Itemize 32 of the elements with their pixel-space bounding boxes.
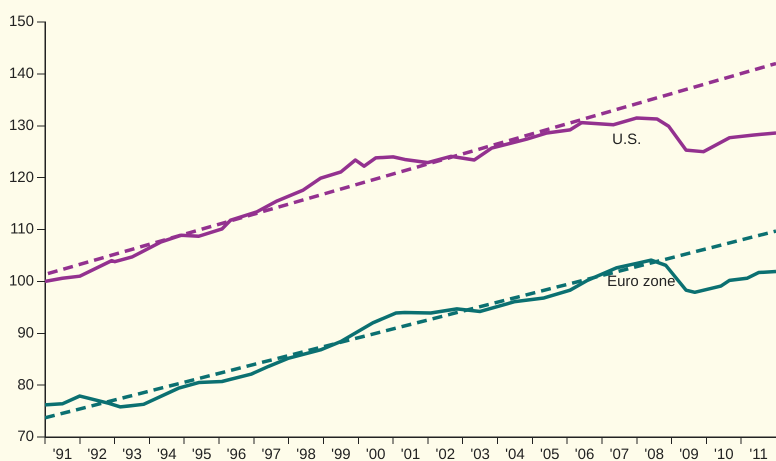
y-tick-label: 90 (17, 324, 34, 342)
y-tick-label: 120 (8, 168, 34, 186)
x-tick-label: '11 (749, 446, 768, 461)
y-tick-label: 80 (17, 376, 34, 394)
y-tick-label: 150 (8, 13, 34, 30)
series-label: U.S. (612, 131, 642, 148)
x-tick-label: '99 (331, 446, 351, 461)
x-tick-label: '91 (52, 446, 72, 461)
x-tick-label: '04 (505, 446, 525, 461)
x-tick-label: '98 (296, 446, 316, 461)
x-tick-label: '00 (366, 446, 386, 461)
x-tick-label: '08 (644, 446, 664, 461)
x-tick-label: '94 (157, 446, 177, 461)
series-label: Euro zone (607, 273, 676, 290)
x-tick-label: '05 (540, 446, 560, 461)
x-tick-label: '01 (400, 446, 420, 461)
x-tick-label: '97 (261, 446, 282, 461)
x-tick-label: '09 (679, 446, 699, 461)
y-tick-label: 100 (8, 272, 34, 290)
y-tick-label: 130 (8, 116, 34, 134)
x-tick-label: '96 (226, 446, 246, 461)
y-tick-label: 140 (8, 65, 34, 82)
x-tick-label: '93 (122, 446, 142, 461)
x-tick-label: '92 (87, 446, 107, 461)
x-tick-label: '07 (610, 446, 630, 461)
x-tick-label: '10 (714, 446, 734, 461)
x-tick-label: '06 (574, 446, 594, 461)
x-tick-label: '03 (470, 446, 490, 461)
x-tick-label: '02 (436, 446, 456, 461)
y-tick-label: 110 (10, 220, 34, 238)
x-tick-label: '95 (192, 446, 212, 461)
y-tick-label: 70 (17, 428, 34, 446)
